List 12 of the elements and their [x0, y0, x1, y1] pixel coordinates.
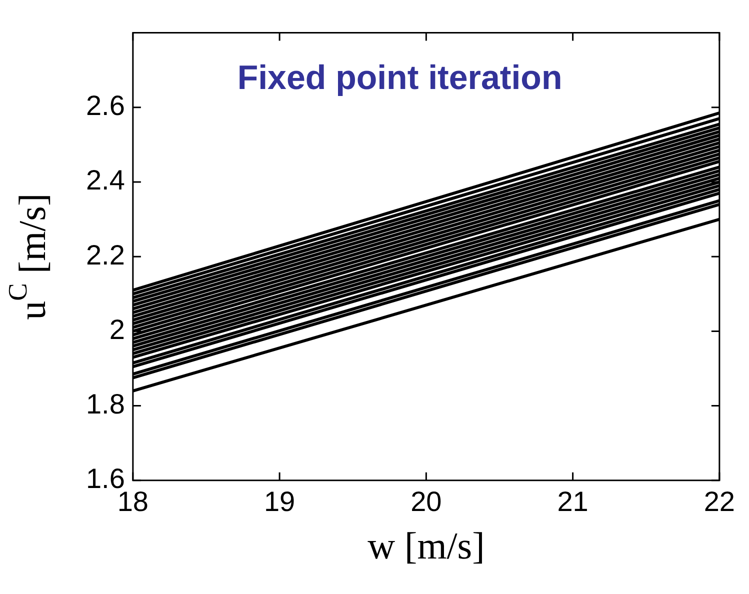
x-tick-label: 20: [410, 486, 442, 517]
y-tick-label: 2.2: [86, 239, 125, 270]
text: Fixed point iteration: [237, 59, 562, 98]
x-tick-label: 19: [264, 486, 296, 517]
y-tick-label: 2.4: [86, 164, 125, 196]
y-tick-label: 2: [109, 314, 125, 345]
y-tick-label: 2.6: [86, 90, 125, 122]
x-axis-title: w [m/s]: [368, 525, 485, 568]
y-axis-title: uC [m/s]: [2, 193, 54, 320]
y-tick-label: 1.8: [86, 388, 125, 420]
x-tick-label: 22: [704, 486, 736, 517]
x-tick-label: 21: [557, 486, 588, 517]
